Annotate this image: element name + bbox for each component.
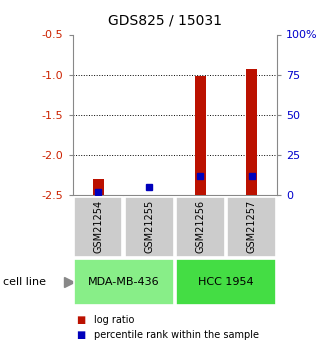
Text: GSM21256: GSM21256	[195, 200, 206, 253]
Text: cell line: cell line	[3, 277, 46, 287]
Text: GSM21255: GSM21255	[144, 200, 154, 254]
Text: ■: ■	[76, 330, 85, 339]
Text: HCC 1954: HCC 1954	[198, 277, 254, 287]
Text: GDS825 / 15031: GDS825 / 15031	[108, 14, 222, 28]
Text: ■: ■	[76, 315, 85, 325]
Text: GSM21257: GSM21257	[247, 200, 257, 254]
Text: log ratio: log ratio	[94, 315, 134, 325]
Text: percentile rank within the sample: percentile rank within the sample	[94, 330, 259, 339]
Bar	[246, 69, 257, 195]
Bar	[195, 76, 206, 195]
Bar	[92, 179, 104, 195]
Text: GSM21254: GSM21254	[93, 200, 103, 253]
Text: MDA-MB-436: MDA-MB-436	[88, 277, 160, 287]
